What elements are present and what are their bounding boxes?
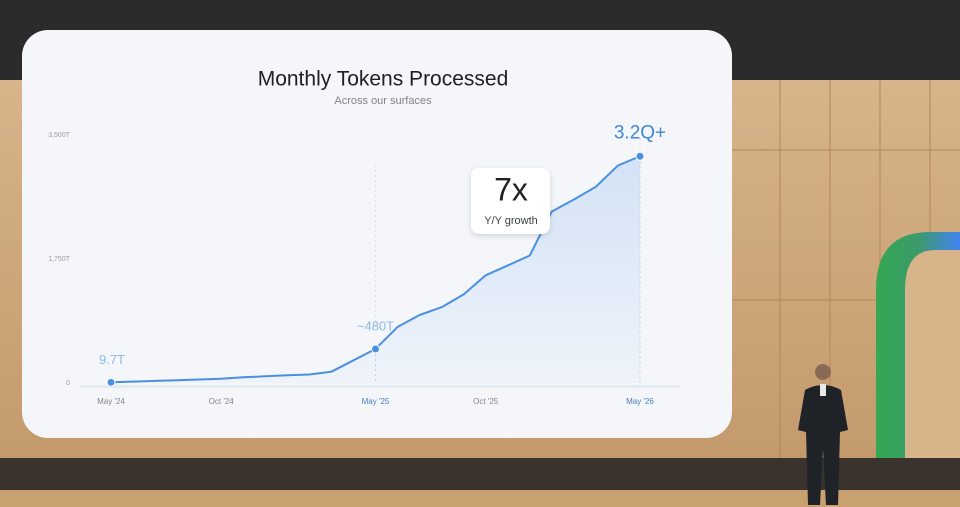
arch-inner (905, 250, 960, 467)
chart-subtitle: Across our surfaces (334, 95, 432, 107)
x-tick-label: Oct '25 (473, 397, 499, 406)
plot: 0 1,750T 3,500T May '24 Oct '24 May '25 Oct '2… (48, 122, 666, 406)
value-label: ~480T (357, 318, 394, 333)
value-label: 9.7T (99, 352, 125, 367)
x-tick-label: May '24 (97, 397, 125, 406)
x-tick-label: May '25 (362, 397, 390, 406)
x-tick-label: May '26 (626, 397, 654, 406)
area (111, 156, 640, 383)
chart-title: Monthly Tokens Processed (258, 68, 509, 91)
annotation-text: 7x (494, 171, 528, 207)
value-label: 3.2Q+ (614, 122, 666, 143)
point (371, 344, 380, 354)
x-tick-label: Oct '24 (209, 397, 235, 406)
point (106, 377, 116, 387)
presenter (798, 364, 848, 505)
point (635, 151, 645, 161)
y-tick-label: 1,750T (48, 256, 71, 263)
axis-baseline (80, 385, 680, 388)
y-tick-label: 0 (66, 380, 70, 387)
stage-edge (0, 490, 960, 507)
annotation-box (471, 168, 550, 234)
y-tick-label: 3,500T (48, 132, 71, 139)
annotation-subtext: Y/Y growth (484, 215, 538, 227)
